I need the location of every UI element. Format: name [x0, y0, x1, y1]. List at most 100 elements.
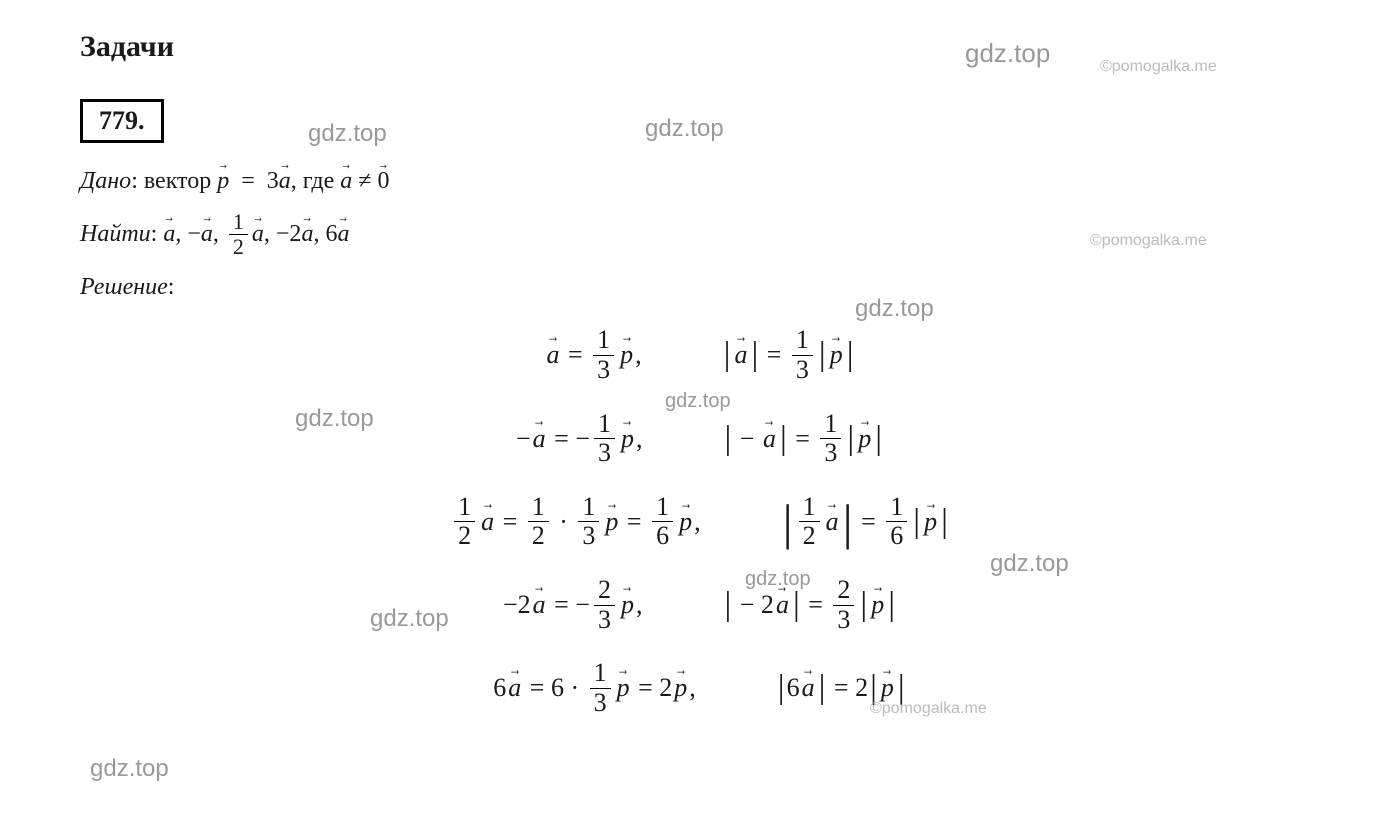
vec-p: p [617, 673, 630, 703]
equations-block: a = 1 3 p, |a| = 1 3 |p| −a = − 1 3 [80, 326, 1320, 717]
comma: , [636, 424, 643, 454]
abs-r2: | [875, 420, 882, 458]
six-abs: 6 [787, 673, 800, 703]
frac-1-6: 1 6 [652, 493, 673, 551]
vec-a: a [533, 424, 546, 454]
find-frac-half: 1 2 [229, 210, 248, 259]
given-section: Дано: вектор p = 3a, где a ≠ 0 [80, 168, 1320, 195]
eq2-right: | − a| = 1 3 |p| [722, 410, 884, 468]
comma: , [635, 340, 642, 370]
solution-label: Решение [80, 274, 168, 300]
num: 2 [833, 576, 854, 606]
num: 1 [593, 326, 614, 356]
frac-1-3: 1 3 [590, 659, 611, 717]
abs-r: | [843, 493, 853, 551]
abs-r: | [780, 420, 787, 458]
comma: , [689, 673, 696, 703]
vec-a: a [546, 340, 559, 370]
task-number-box: 779. [80, 99, 164, 143]
num: 1 [594, 410, 615, 440]
neg-in-abs: − [733, 424, 761, 454]
equation-row-3: 1 2 a = 1 2 · 1 3 p = 1 6 p, | [80, 493, 1320, 551]
neg-2-abs: − 2 [733, 590, 774, 620]
frac-half: 1 2 [454, 493, 475, 551]
den: 3 [833, 606, 854, 635]
vector-p: p [217, 168, 229, 195]
vector-a-2: a [340, 168, 352, 195]
den: 3 [792, 356, 813, 385]
eq3-left: 1 2 a = 1 2 · 1 3 p = 1 6 p, [450, 493, 701, 551]
abs-r: | [793, 586, 800, 624]
den: 3 [578, 522, 599, 551]
den: 6 [652, 522, 673, 551]
frac-num: 1 [229, 210, 248, 235]
comma-3: , −2 [264, 221, 302, 248]
den: 3 [593, 356, 614, 385]
num: 2 [594, 576, 615, 606]
equals: = [241, 168, 255, 194]
vec-a-abs: a [734, 340, 747, 370]
abs-l: | [783, 493, 793, 551]
equation-row-1: a = 1 3 p, |a| = 1 3 |p| [80, 326, 1320, 384]
vec-a: a [533, 590, 546, 620]
abs-l2: | [819, 336, 826, 374]
find-label: Найти [80, 221, 151, 248]
vec-p-abs: p [924, 507, 937, 537]
eq2-left: −a = − 1 3 p, [516, 410, 643, 468]
given-text-1: : вектор [131, 168, 217, 194]
num: 1 [454, 493, 475, 523]
given-label: Дано [80, 168, 131, 194]
vec-a-abs: a [802, 673, 815, 703]
den: 2 [454, 522, 475, 551]
abs-l2: | [913, 503, 920, 541]
eq-sign: = 6 · [523, 673, 585, 703]
vec-a: a [481, 507, 494, 537]
vec-p-2: p [674, 673, 687, 703]
neg: − [516, 424, 531, 454]
frac-1-3-r: 1 3 [792, 326, 813, 384]
equation-row-4: −2a = − 2 3 p, | − 2a| = 2 3 |p| [80, 576, 1320, 634]
den: 3 [594, 606, 615, 635]
frac-den: 2 [229, 235, 248, 259]
find-vec-a3: a [252, 221, 264, 248]
num: 1 [652, 493, 673, 523]
solution-section: Решение: [80, 274, 1320, 301]
eq-sign-2: = 2 [632, 673, 673, 703]
vec-a: a [508, 673, 521, 703]
comma-4: , 6 [313, 221, 337, 248]
vec-p-abs: p [830, 340, 843, 370]
comma-2: , [213, 221, 225, 248]
vec-p: p [621, 590, 634, 620]
equation-row-2: −a = − 1 3 p, | − a| = 1 3 |p| [80, 410, 1320, 468]
num: 1 [799, 493, 820, 523]
find-section: Найти: a, −a, 1 2 a, −2a, 6a [80, 210, 1320, 259]
eq4-left: −2a = − 2 3 p, [503, 576, 643, 634]
frac-1-3-r: 1 3 [820, 410, 841, 468]
six: 6 [493, 673, 506, 703]
den: 3 [820, 439, 841, 468]
vec-p-2: p [679, 507, 692, 537]
den: 3 [590, 689, 611, 718]
num: 1 [528, 493, 549, 523]
vec-p: p [605, 507, 618, 537]
watermark-gdz: gdz.top [90, 755, 169, 783]
abs-r2: | [941, 503, 948, 541]
find-vec-a4: a [301, 221, 313, 248]
abs-l: | [724, 586, 731, 624]
num: 1 [820, 410, 841, 440]
eq5-right: |6a| = 2 |p| [776, 669, 907, 707]
given-text-2: , где [291, 168, 341, 194]
vec-a-abs: a [826, 507, 839, 537]
frac-half-2: 1 2 [528, 493, 549, 551]
task-number-text: 779. [99, 106, 145, 135]
neg2: −2 [503, 590, 531, 620]
comma: , [636, 590, 643, 620]
eq-sign: = [855, 507, 883, 537]
eq3-right: | 1 2 a | = 1 6 |p| [781, 493, 950, 551]
abs-r2: | [847, 336, 854, 374]
abs-r: | [819, 669, 826, 707]
vector-zero: 0 [377, 168, 389, 195]
comma-1: , − [175, 221, 201, 248]
dot: · [553, 507, 575, 537]
abs-l: | [724, 336, 731, 374]
